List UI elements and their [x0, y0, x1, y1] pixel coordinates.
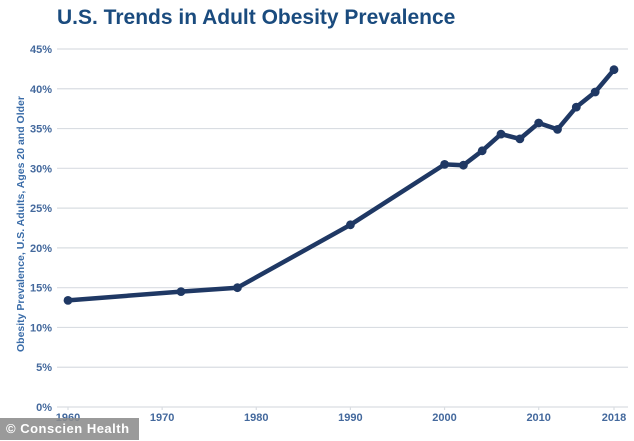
y-tick-label: 20% — [30, 243, 52, 255]
data-point-marker — [176, 287, 186, 296]
watermark-conscienhealth: © Conscien Health — [0, 418, 139, 440]
y-tick-label: 25% — [30, 203, 52, 215]
data-point-marker — [63, 296, 73, 305]
x-tick-label: 2018 — [602, 412, 626, 424]
y-tick-label: 35% — [30, 124, 52, 136]
data-point-marker — [515, 134, 525, 144]
data-point-marker — [553, 124, 562, 134]
data-point-marker — [609, 65, 619, 75]
data-point-marker — [233, 283, 242, 293]
y-tick-label: 15% — [30, 283, 52, 295]
y-tick-label: 0% — [36, 402, 52, 414]
x-tick-label: 2000 — [432, 412, 456, 424]
data-point-marker — [477, 146, 487, 156]
x-tick-label: 1970 — [150, 412, 174, 424]
data-point-marker — [459, 160, 468, 170]
y-tick-label: 40% — [30, 84, 52, 96]
data-point-marker — [571, 102, 581, 112]
chart-title: U.S. Trends in Adult Obesity Prevalence — [57, 6, 456, 29]
y-tick-label: 10% — [30, 322, 52, 334]
trend-line — [65, 67, 617, 303]
x-tick-label: 2010 — [526, 412, 550, 424]
data-point-marker — [496, 129, 506, 139]
data-point-marker — [346, 220, 355, 230]
x-tick-label: 1990 — [338, 412, 362, 424]
y-tick-label: 5% — [36, 362, 52, 374]
y-tick-label: 30% — [30, 163, 52, 175]
y-tick-label: 45% — [30, 44, 52, 56]
data-point-marker — [534, 118, 544, 128]
data-point-marker — [590, 87, 600, 97]
x-tick-label: 1980 — [244, 412, 268, 424]
data-point-marker — [440, 160, 449, 169]
